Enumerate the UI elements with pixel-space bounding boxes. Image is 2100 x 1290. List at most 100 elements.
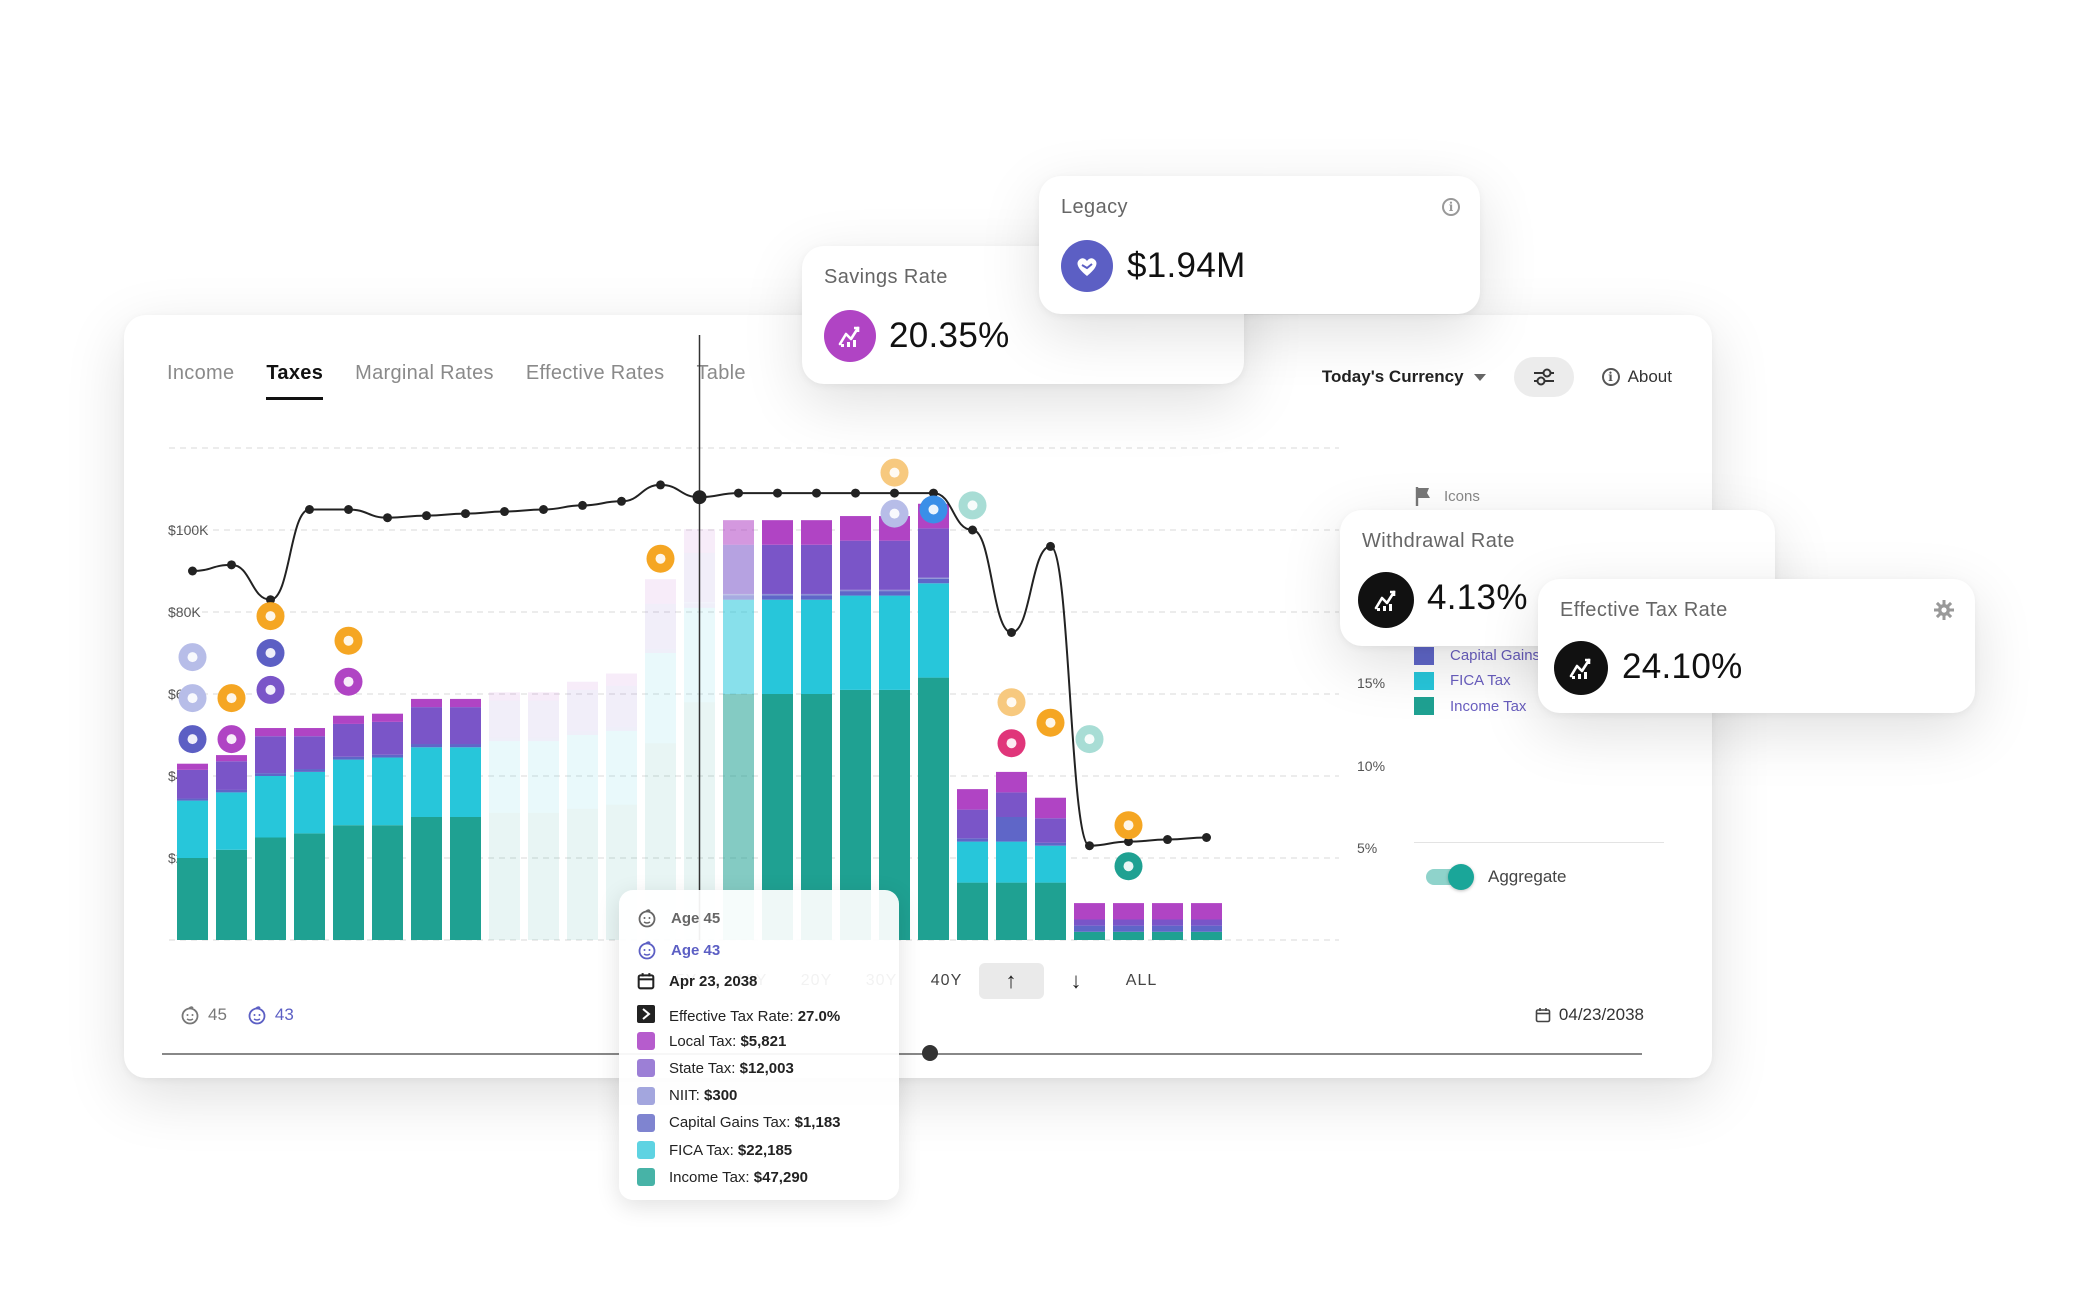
withdrawal-rate-label: Withdrawal Rate <box>1362 530 1515 552</box>
line-point[interactable] <box>1007 628 1016 637</box>
age-face-icon <box>181 1006 199 1025</box>
tooltip-row: State Tax: $12,003 <box>637 1059 794 1078</box>
bar-segment-state-tax <box>645 603 676 649</box>
currency-select[interactable]: Today's Currency <box>1322 367 1486 387</box>
y2-tick-label: 10% <box>1357 758 1385 774</box>
car-icon[interactable] <box>178 725 207 754</box>
filter-settings-button[interactable] <box>1513 357 1574 397</box>
car-icon[interactable] <box>178 684 207 713</box>
bar-segment-income-tax <box>294 833 325 940</box>
line-point[interactable] <box>422 511 431 521</box>
line-point[interactable] <box>851 488 860 498</box>
line-point[interactable] <box>617 496 626 506</box>
bar-segment-fica-tax <box>255 776 286 838</box>
bar-segment-capital-gains-tax <box>1191 925 1222 932</box>
bar-segment-income-tax <box>489 812 520 940</box>
line-point[interactable] <box>266 595 275 605</box>
tab-effective-rates[interactable]: Effective Rates <box>525 362 665 384</box>
cloud-icon[interactable] <box>1114 811 1143 840</box>
bar-segment-state-tax <box>918 528 949 578</box>
withdrawal-rate-value: 4.13% <box>1427 578 1528 617</box>
tab-taxes[interactable]: Taxes <box>266 362 324 400</box>
bar-segment-state-tax <box>957 809 988 839</box>
tooltip-swatch <box>637 1086 655 1105</box>
bar-segment-local-tax <box>1191 903 1222 920</box>
line-point[interactable] <box>1046 541 1055 551</box>
person-icon[interactable] <box>334 626 363 655</box>
person-icon[interactable] <box>997 688 1026 717</box>
line-point[interactable] <box>734 488 743 498</box>
bar-segment-income-tax <box>1113 931 1144 940</box>
range-40y-button[interactable]: 40Y <box>930 972 963 989</box>
bar-segment-local-tax <box>762 520 793 545</box>
line-point[interactable] <box>539 505 548 514</box>
sort-up-button[interactable]: ↑ <box>979 963 1044 999</box>
line-point[interactable] <box>227 560 236 570</box>
tooltip-row-label: Capital Gains Tax: <box>669 1114 791 1132</box>
house-search-icon[interactable] <box>256 675 285 704</box>
line-point[interactable] <box>578 500 587 510</box>
bar-segment-capital-gains-tax <box>1035 842 1066 846</box>
tab-marginal-rates[interactable]: Marginal Rates <box>355 362 494 384</box>
person-icon[interactable] <box>880 458 909 487</box>
range-all-button[interactable]: ALL <box>1125 972 1158 989</box>
home-icon[interactable] <box>256 639 285 667</box>
legend-item-capital-gains-tax[interactable]: Capital Gains Tax <box>1414 646 1567 665</box>
line-point[interactable] <box>500 507 509 517</box>
umbrella-icon[interactable] <box>997 729 1026 758</box>
legend-item-fica-tax[interactable]: FICA Tax <box>1414 671 1511 690</box>
tab-income[interactable]: Income <box>167 362 235 384</box>
receipt-icon[interactable] <box>958 491 987 520</box>
line-point[interactable] <box>1124 837 1133 847</box>
line-point[interactable] <box>1085 841 1094 851</box>
person-icon[interactable] <box>334 667 363 696</box>
umbrella-icon[interactable] <box>1114 852 1143 881</box>
timeline-slider[interactable] <box>162 1033 1642 1073</box>
bar-segment-fica-tax <box>957 841 988 883</box>
line-point[interactable] <box>656 480 665 490</box>
tooltip-row: NIIT: $300 <box>637 1086 737 1105</box>
tooltip-row-label: Effective Tax Rate: <box>669 1007 794 1025</box>
flag-icon[interactable] <box>919 495 948 524</box>
info-icon[interactable]: i <box>1442 198 1460 216</box>
line-point[interactable] <box>344 505 353 514</box>
age-indicator-2[interactable]: 43 <box>247 1005 294 1025</box>
line-point[interactable] <box>383 513 392 523</box>
person-icon[interactable] <box>217 725 246 754</box>
person-icon[interactable] <box>217 684 246 713</box>
line-point[interactable] <box>968 525 977 535</box>
cloud-icon[interactable] <box>1036 708 1065 737</box>
bar-segment-state-tax <box>411 707 442 745</box>
legend-icons-toggle[interactable]: Icons <box>1414 485 1480 507</box>
security-icon[interactable] <box>178 643 207 672</box>
gear-icon[interactable] <box>1933 599 1955 621</box>
tab-table[interactable]: Table <box>696 362 746 384</box>
bar-segment-capital-gains-tax <box>489 737 520 742</box>
line-point[interactable] <box>692 490 707 505</box>
bar-segment-state-tax <box>333 723 364 757</box>
aggregate-toggle[interactable]: Aggregate <box>1426 864 1566 890</box>
line-point[interactable] <box>188 566 197 576</box>
line-point[interactable] <box>812 488 821 498</box>
receipt-icon[interactable] <box>1075 725 1104 754</box>
sort-down-button[interactable]: ↓ <box>1070 968 1083 993</box>
line-point[interactable] <box>773 488 782 498</box>
aggregate-switch[interactable] <box>1426 864 1474 890</box>
cloud-icon[interactable] <box>256 602 285 631</box>
age-indicator-1[interactable]: 45 <box>180 1005 227 1025</box>
line-point[interactable] <box>1163 835 1172 845</box>
bar-segment-local-tax <box>528 692 559 701</box>
line-point[interactable] <box>1202 833 1211 842</box>
legend-item-income-tax[interactable]: Income Tax <box>1414 697 1526 716</box>
security-icon[interactable] <box>880 499 909 528</box>
bar-segment-state-tax <box>1191 919 1222 926</box>
cloud-icon[interactable] <box>646 544 675 573</box>
line-point[interactable] <box>461 509 470 519</box>
line-point[interactable] <box>305 505 314 514</box>
slider-track[interactable] <box>162 1053 1642 1055</box>
line-point[interactable] <box>890 488 899 498</box>
tooltip-row-label: State Tax: <box>669 1059 736 1077</box>
slider-thumb[interactable] <box>922 1045 938 1061</box>
line-point[interactable] <box>929 488 938 498</box>
about-button[interactable]: i About <box>1601 367 1672 387</box>
